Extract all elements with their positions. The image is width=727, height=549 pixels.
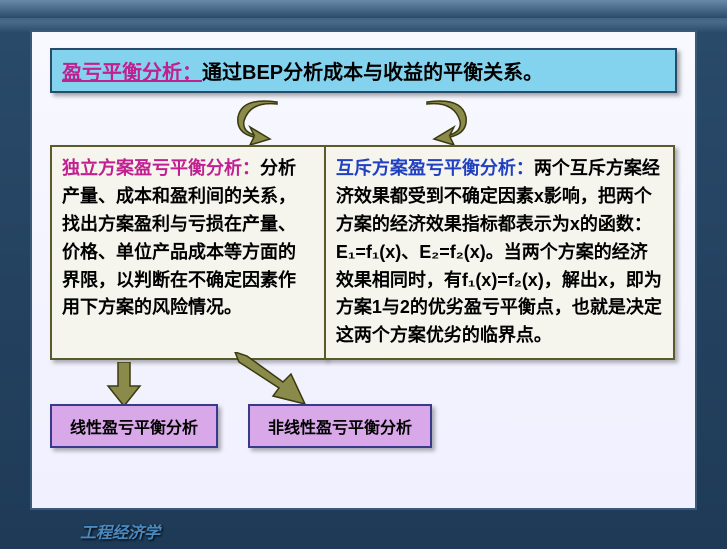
curved-arrow-right	[402, 99, 472, 145]
down-arrow-1	[104, 362, 144, 408]
down-arrow-2	[227, 352, 317, 408]
title-box: 盈亏平衡分析：通过BEP分析成本与收益的平衡关系。	[50, 48, 677, 93]
footer-text: 工程经济学	[80, 519, 160, 543]
linear-box: 线性盈亏平衡分析	[50, 404, 218, 448]
curved-arrows-row	[42, 103, 685, 145]
right-box-key: 互斥方案盈亏平衡分析：	[336, 158, 534, 178]
left-box: 独立方案盈亏平衡分析：分析产量、成本和盈利间的关系，找出方案盈利与亏损在产量、价…	[50, 145, 326, 360]
title-desc: 通过BEP分析成本与收益的平衡关系。	[202, 62, 543, 84]
title-keyword: 盈亏平衡分析：	[62, 62, 202, 84]
slide-frame: 盈亏平衡分析：通过BEP分析成本与收益的平衡关系。 独立方案盈亏平衡分析：分析产…	[30, 30, 697, 510]
bottom-row: 线性盈亏平衡分析 非线性盈亏平衡分析	[50, 404, 677, 448]
two-column-row: 独立方案盈亏平衡分析：分析产量、成本和盈利间的关系，找出方案盈利与亏损在产量、价…	[50, 145, 677, 360]
window-top-bar	[0, 0, 727, 18]
curved-arrow-left	[232, 99, 302, 145]
left-box-key: 独立方案盈亏平衡分析：	[62, 158, 260, 178]
right-box: 互斥方案盈亏平衡分析：两个互斥方案经济效果都受到不确定因素x影响，把两个方案的经…	[324, 145, 675, 360]
left-box-text: 分析产量、成本和盈利间的关系，找出方案盈利与亏损在产量、价格、单位产品成本等方面…	[62, 158, 296, 317]
right-box-text: 两个互斥方案经济效果都受到不确定因素x影响，把两个方案的经济效果指标都表示为x的…	[336, 158, 662, 345]
nonlinear-box: 非线性盈亏平衡分析	[248, 404, 432, 448]
